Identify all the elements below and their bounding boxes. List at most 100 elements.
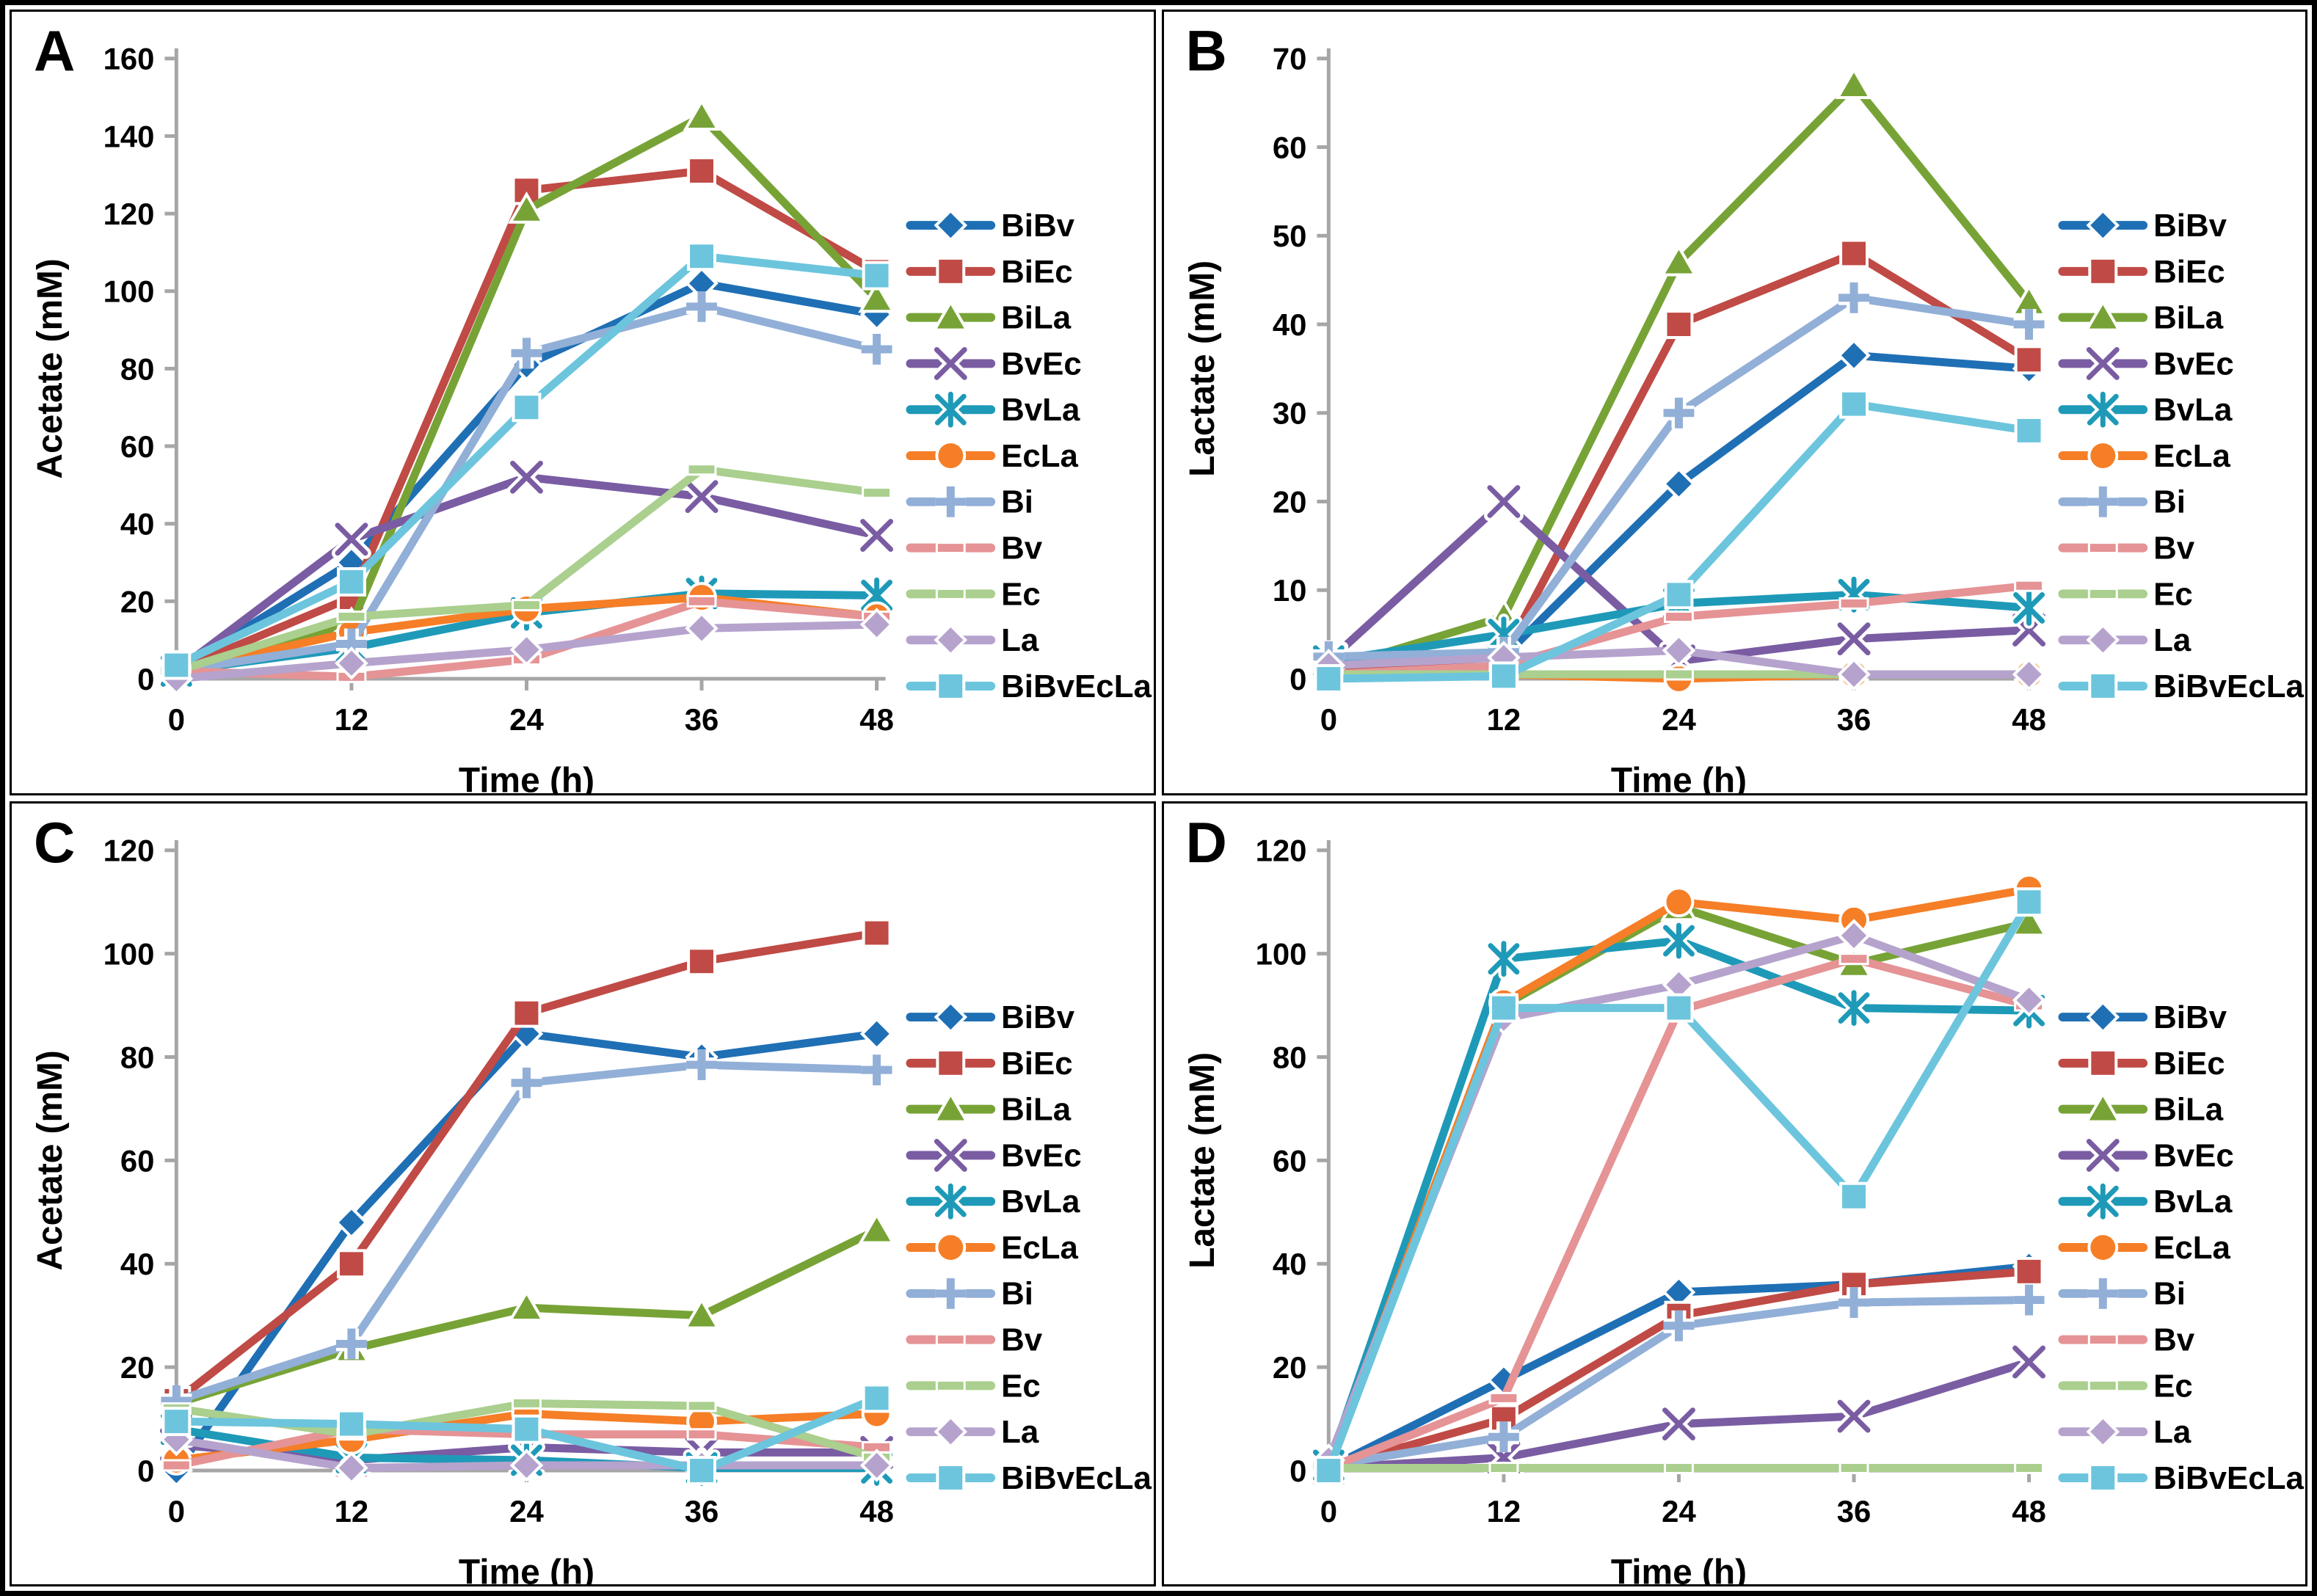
legend-marker-EcLa (2087, 1231, 2118, 1263)
legend-item-Bi: Bi (906, 1275, 1033, 1311)
panel-letter-A: A (34, 18, 76, 83)
x-tick-label: 48 (859, 702, 894, 737)
marker-triangle-BiLa (683, 1297, 721, 1330)
marker-square-BiBvEcLa (1838, 1181, 1869, 1211)
marker-square-BiEc (862, 918, 892, 947)
legend-marker-Bv (935, 1333, 966, 1346)
marker-triangle-BiLa (1659, 244, 1698, 277)
x-axis-title: Time (h) (1610, 762, 1746, 793)
series-BvEc (156, 457, 897, 691)
panel-D: D 0 20 40 60 80 100 120 0 12 24 36 48 Lactate (mM) Ti… (1161, 801, 2307, 1586)
marker-diamond-La (1836, 657, 1871, 691)
marker-triangle-BiLa (858, 280, 895, 313)
legend-item-BvEc: BvEc (2057, 343, 2234, 384)
legend-item-BvEc: BvEc (906, 343, 1082, 384)
legend-marker-La (2086, 623, 2120, 657)
marker-square-BiEc (1664, 310, 1693, 339)
legend-item-BiLa: BiLa (2057, 299, 2223, 336)
panel-grid: A 0 20 40 60 80 100 120 140 160 0 12 24 36 48 Acetate … (10, 10, 2307, 1586)
x-tick-label: 0 (168, 702, 185, 737)
y-tick-label: 100 (103, 274, 155, 309)
marker-triangle-BiLa (508, 191, 545, 224)
legend-label-Bv: Bv (1001, 531, 1043, 566)
legend-label-BiEc: BiEc (1001, 254, 1073, 290)
y-tick-label: 100 (103, 936, 155, 971)
legend-label-BvEc: BvEc (1001, 1137, 1082, 1173)
marker-square-BiBvEcLa (161, 1406, 192, 1436)
legend-item-La: La (906, 622, 1039, 658)
legend-label-BvEc: BvEc (2153, 346, 2234, 382)
y-tick-label: 40 (120, 507, 155, 542)
marker-square-BiEc (687, 946, 716, 976)
legend-label-Bv: Bv (1001, 1322, 1043, 1358)
marker-dash-Ec (686, 1399, 717, 1412)
legend-marker-BiBv (2086, 208, 2120, 242)
legend-label-Bi: Bi (2153, 484, 2186, 520)
x-tick-label: 12 (335, 702, 369, 737)
legend-label-La: La (2153, 622, 2191, 658)
marker-plus-Bi (686, 291, 717, 322)
legend-label-Ec: Ec (1001, 576, 1041, 612)
legend-label-BiEc: BiEc (2153, 1045, 2225, 1081)
marker-square-BiBvEcLa (336, 1409, 366, 1439)
y-tick-label: 140 (103, 119, 155, 153)
legend-label-Bi: Bi (1001, 484, 1033, 520)
marker-asterisk-BvLa (2012, 589, 2045, 626)
legend-item-BvLa: BvLa (2057, 388, 2232, 431)
marker-diamond-La (509, 633, 544, 667)
legend-label-BvLa: BvLa (2153, 1184, 2233, 1220)
legend-label-BvEc: BvEc (2153, 1137, 2234, 1173)
marker-x-BvEc (1486, 485, 1520, 518)
marker-triangle-BiLa (683, 98, 721, 131)
y-tick-label: 60 (120, 429, 155, 464)
legend-marker-Ec (2087, 587, 2118, 600)
y-tick-label: 20 (120, 1350, 155, 1385)
panel-A: A 0 20 40 60 80 100 120 140 160 0 12 24 36 48 Acetate … (10, 10, 1156, 795)
series-line-Bi (172, 1060, 881, 1404)
legend-item-BiBvEcLa: BiBvEcLa (2057, 668, 2304, 704)
legend-label-EcLa: EcLa (1001, 1229, 1078, 1265)
x-tick-label: 36 (1836, 702, 1871, 737)
legend-marker-BiEc (936, 1048, 966, 1078)
x-tick-label: 48 (859, 1493, 894, 1528)
legend-item-BiLa: BiLa (906, 1090, 1072, 1127)
marker-plus-Bi (1838, 1286, 1869, 1318)
marker-x-BvEc (685, 480, 719, 514)
legend-marker-BvEc (934, 346, 967, 380)
legend-item-BiLa: BiLa (2057, 1090, 2224, 1127)
legend-label-BiLa: BiLa (2153, 1091, 2224, 1127)
legend-item-EcLa: EcLa (906, 438, 1079, 474)
legend-label-BvLa: BvLa (1001, 1184, 1080, 1220)
y-axis-title: Lactate (mM) (1182, 1052, 1221, 1268)
marker-square-BiEc (1838, 238, 1869, 269)
x-tick-label: 24 (509, 1493, 544, 1528)
legend-item-BiBv: BiBv (2057, 208, 2227, 244)
legend-label-BiBvEcLa: BiBvEcLa (1001, 1460, 1152, 1495)
marker-x-BvEc (510, 460, 543, 494)
legend-item-Bi: Bi (2057, 484, 2186, 520)
legend-marker-Bv (935, 542, 966, 555)
legend-marker-BiBv (934, 999, 968, 1034)
x-tick-label: 48 (2012, 1493, 2046, 1528)
x-tick-label: 24 (1662, 702, 1696, 737)
y-axis-title: Acetate (mM) (31, 258, 70, 478)
marker-square-BiBvEcLa (1664, 993, 1693, 1023)
legend-item-Ec: Ec (2057, 1368, 2192, 1404)
legend-marker-Bi (935, 1278, 967, 1309)
legend-label-Ec: Ec (2153, 576, 2193, 612)
y-tick-label: 60 (1272, 1143, 1306, 1178)
legend-marker-Bi (2087, 486, 2118, 517)
marker-square-BiBvEcLa (512, 393, 542, 423)
marker-dash-Ec (686, 463, 717, 476)
series-BiLa (1309, 67, 2048, 684)
legend-marker-BvLa (2087, 391, 2119, 428)
marker-square-BiBvEcLa (2014, 415, 2044, 445)
legend-item-Bi: Bi (906, 484, 1033, 520)
marker-plus-Bi (335, 1328, 367, 1359)
legend-item-EcLa: EcLa (906, 1229, 1079, 1265)
y-tick-label: 40 (1272, 1247, 1306, 1281)
marker-square-BiBvEcLa (687, 1455, 716, 1485)
marker-triangle-BiLa (508, 1289, 545, 1322)
marker-triangle-BiLa (858, 1211, 895, 1244)
